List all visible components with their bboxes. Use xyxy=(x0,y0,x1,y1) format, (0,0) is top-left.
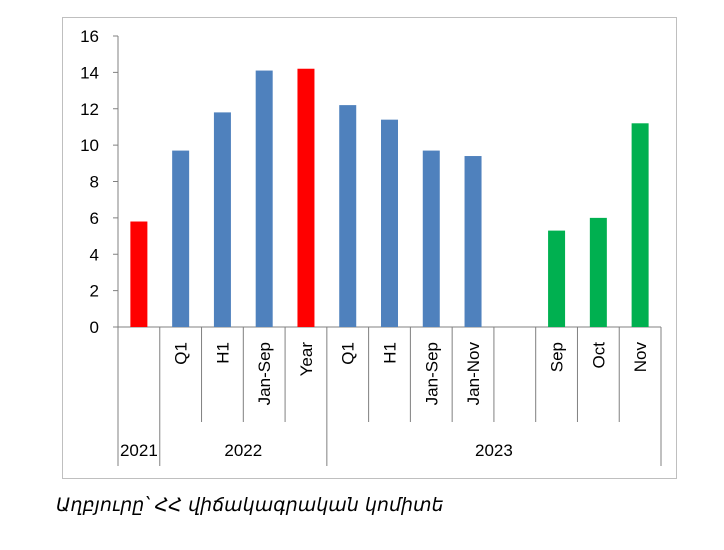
source-note: Աղբյուրը՝ ՀՀ վիճակագրական կոմիտե xyxy=(56,494,444,516)
category-label: Nov xyxy=(631,342,650,373)
bar xyxy=(172,150,190,327)
y-tick-label: 6 xyxy=(90,209,99,228)
bar xyxy=(464,156,482,327)
y-tick-label: 2 xyxy=(90,282,99,301)
category-label: Year xyxy=(297,342,316,377)
category-label: Q1 xyxy=(339,342,358,365)
y-tick-label: 14 xyxy=(80,63,99,82)
y-tick-label: 8 xyxy=(90,173,99,192)
y-tick-label: 0 xyxy=(90,318,99,337)
y-tick-label: 12 xyxy=(80,100,99,119)
bar-chart: 0 2 4 6 8 10 12 14 16 Q1 H1 Jan-Sep Year Q1 H1 Jan-Sep J… xyxy=(80,27,662,466)
category-label: Q1 xyxy=(172,342,191,365)
bar xyxy=(631,123,649,327)
bar xyxy=(422,150,440,327)
bar xyxy=(130,221,148,327)
chart-frame: 0 2 4 6 8 10 12 14 16 Q1 H1 Jan-Sep Year Q1 H1 Jan-Sep J… xyxy=(62,17,677,479)
bar xyxy=(589,217,607,327)
y-tick-label: 10 xyxy=(80,136,99,155)
bar xyxy=(339,105,357,327)
group-label: 2021 xyxy=(120,441,158,460)
group-label: 2022 xyxy=(224,441,262,460)
y-tick-label: 4 xyxy=(90,245,99,264)
category-label: Oct xyxy=(589,342,608,369)
bar xyxy=(297,68,315,328)
bar xyxy=(381,119,398,327)
category-label: Sep xyxy=(548,342,567,372)
category-label: Jan-Sep xyxy=(255,342,274,405)
bar xyxy=(213,112,231,327)
category-label: Jan-Nov xyxy=(464,342,483,406)
bar xyxy=(255,70,273,328)
category-label: Jan-Sep xyxy=(422,342,441,405)
group-label: 2023 xyxy=(475,441,513,460)
y-tick-label: 16 xyxy=(80,27,99,46)
bar xyxy=(548,230,566,327)
category-label: H1 xyxy=(381,342,400,364)
category-label: H1 xyxy=(213,342,232,364)
